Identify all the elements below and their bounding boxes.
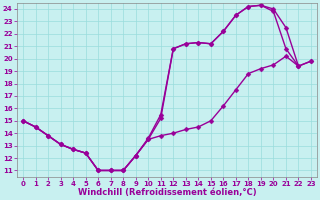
X-axis label: Windchill (Refroidissement éolien,°C): Windchill (Refroidissement éolien,°C) [78, 188, 256, 197]
